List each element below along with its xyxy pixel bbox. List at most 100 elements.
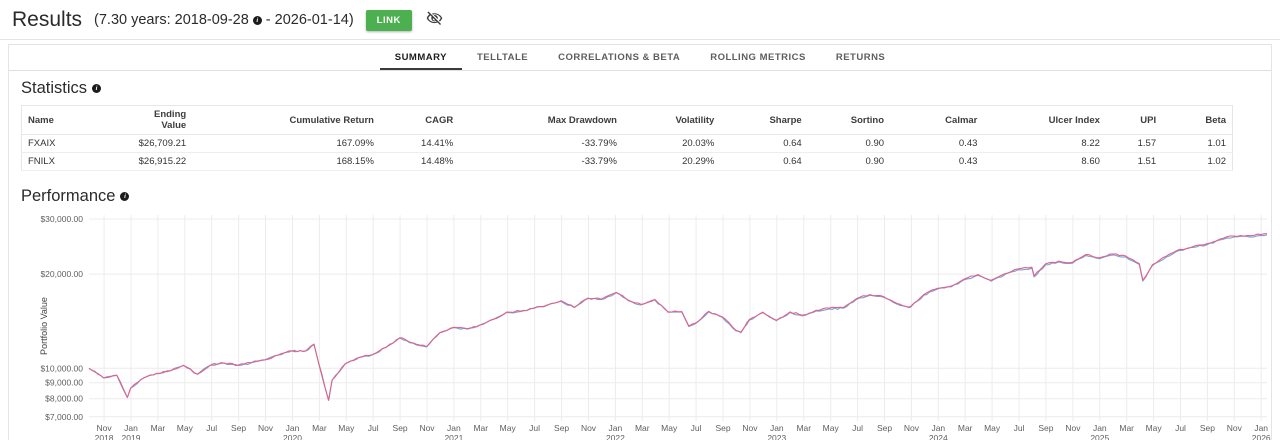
x-tick-label: May	[177, 423, 194, 433]
performance-chart[interactable]: Nov 2018 Jan 2019 Mar May Jul Sep Nov Jan 2020 Mar M…	[9, 211, 1271, 440]
table-cell: 167.09%	[192, 134, 380, 153]
column-header: Name	[21, 105, 132, 135]
x-tick-label: Sep	[554, 423, 569, 433]
table-row: FXAIX $26,709.21 167.09% 14.41% -33.79% 20.03…	[21, 134, 1233, 153]
period-end-text: - 2026-01-14)	[265, 12, 354, 28]
x-tick-label: Sep	[1200, 423, 1215, 433]
table-cell: 1.51	[1105, 152, 1163, 171]
x-tick-label: Mar	[635, 423, 650, 433]
x-tick-year-label: 2021	[444, 433, 463, 440]
x-tick-label: Sep	[1038, 423, 1053, 433]
table-cell: 14.41%	[379, 134, 460, 153]
column-header: Cumulative Return	[192, 105, 380, 135]
x-tick-label: Jan	[770, 423, 784, 433]
table-cell: 1.02	[1162, 152, 1233, 171]
y-tick-label: $20,000.00	[40, 269, 83, 279]
x-tick-label: Mar	[796, 423, 811, 433]
x-tick-year-label: 2026	[1252, 433, 1271, 440]
x-tick-label: Jul	[1175, 423, 1186, 433]
tab-summary[interactable]: SUMMARY	[379, 45, 462, 70]
x-tick-label: Jan	[1093, 423, 1107, 433]
period-start-text: (7.30 years: 2018-09-28	[94, 12, 249, 28]
tab-returns[interactable]: RETURNS	[835, 52, 886, 63]
column-header: Sharpe	[720, 105, 808, 135]
x-tick-label: Jan	[124, 423, 138, 433]
results-header: Results (7.30 years: 2018-09-28 i - 2026…	[0, 0, 1280, 39]
table-cell: $26,915.22	[131, 152, 193, 171]
performance-title: Performance	[21, 187, 116, 205]
info-icon[interactable]: i	[252, 15, 262, 25]
x-tick-label: Nov	[742, 423, 758, 433]
visibility-off-icon	[426, 10, 443, 30]
table-cell: 0.43	[890, 134, 984, 153]
x-tick-label: May	[823, 423, 840, 433]
x-tick-label: Jan	[447, 423, 461, 433]
x-tick-label: Mar	[1119, 423, 1134, 433]
header-divider	[0, 39, 1280, 40]
x-tick-label: May	[338, 423, 355, 433]
x-tick-label: Sep	[715, 423, 730, 433]
x-tick-label: Mar	[312, 423, 327, 433]
column-header: UPI	[1105, 105, 1163, 135]
table-cell: 168.15%	[192, 152, 380, 171]
performance-heading: Performance i	[9, 179, 1271, 211]
visibility-off-button[interactable]	[426, 10, 443, 30]
tab-telltale[interactable]: TELLTALE	[476, 52, 529, 63]
y-tick-label: $9,000.00	[45, 378, 83, 388]
x-tick-year-label: 2022	[606, 433, 625, 440]
results-card: SUMMARY TELLTALE CORRELATIONS & BETA ROLLIN…	[8, 44, 1272, 440]
table-cell: 0.90	[807, 152, 891, 171]
table-cell: FNILX	[21, 152, 132, 171]
tab-bar: SUMMARY TELLTALE CORRELATIONS & BETA ROLLIN…	[9, 45, 1271, 71]
column-header: Sortino	[807, 105, 891, 135]
y-tick-label: $10,000.00	[40, 363, 83, 373]
column-header: Beta	[1162, 105, 1233, 135]
table-cell: 0.64	[720, 134, 808, 153]
x-tick-label: May	[661, 423, 678, 433]
y-tick-label: $30,000.00	[40, 214, 83, 224]
info-icon[interactable]: i	[120, 192, 130, 201]
x-tick-label: Nov	[1065, 423, 1081, 433]
tab-correlations-beta[interactable]: CORRELATIONS & BETA	[558, 52, 681, 63]
statistics-heading: Statistics i	[9, 71, 1271, 103]
x-tick-year-label: 2025	[1090, 433, 1109, 440]
table-cell: -33.79%	[459, 134, 623, 153]
link-button[interactable]: LINK	[365, 9, 412, 31]
x-tick-label: Jul	[206, 423, 217, 433]
x-tick-label: Jul	[368, 423, 379, 433]
info-icon[interactable]: i	[92, 84, 102, 93]
statistics-table: Name Ending Value Cumulative Return CAGR Max…	[21, 105, 1233, 171]
column-header: Ulcer Index	[983, 105, 1106, 135]
x-tick-label: Jan	[286, 423, 300, 433]
x-tick-label: Mar	[473, 423, 488, 433]
x-tick-label: Sep	[231, 423, 246, 433]
fnilx-line	[88, 233, 1268, 401]
tab-rolling-metrics[interactable]: ROLLING METRICS	[710, 52, 806, 63]
column-header: Volatility	[622, 105, 721, 135]
x-tick-label: May	[1146, 423, 1163, 433]
x-tick-label: Mar	[958, 423, 973, 433]
x-tick-year-label: 2019	[122, 433, 141, 440]
statistics-title: Statistics	[21, 79, 88, 97]
x-tick-label: Jul	[1014, 423, 1025, 433]
x-tick-label: Nov	[258, 423, 274, 433]
backtest-period: (7.30 years: 2018-09-28 i - 2026-01-14)	[94, 12, 354, 28]
table-cell: 20.03%	[622, 134, 721, 153]
column-header: Max Drawdown	[459, 105, 623, 135]
x-tick-label: Nov	[97, 423, 113, 433]
table-cell: -33.79%	[459, 152, 623, 171]
column-header: Ending Value	[131, 105, 193, 135]
column-header: CAGR	[379, 105, 460, 135]
x-tick-label: Jul	[691, 423, 702, 433]
table-row: FNILX $26,915.22 168.15% 14.48% -33.79% 20.29…	[21, 152, 1233, 171]
table-cell: 0.64	[720, 152, 808, 171]
x-tick-label: Sep	[877, 423, 892, 433]
x-tick-label: Jul	[529, 423, 540, 433]
x-tick-label: Mar	[151, 423, 166, 433]
table-cell: 1.57	[1105, 134, 1163, 153]
table-cell: 20.29%	[622, 152, 721, 171]
table-cell: 8.60	[983, 152, 1106, 171]
x-tick-year-label: 2023	[767, 433, 786, 440]
table-cell: 0.43	[890, 152, 984, 171]
